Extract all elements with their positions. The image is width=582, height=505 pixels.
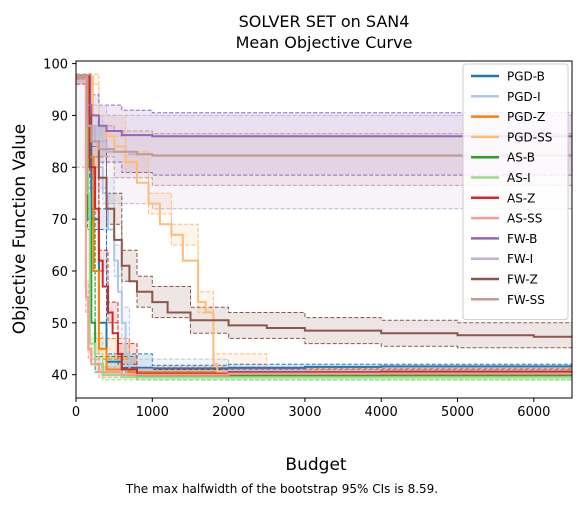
x-tick-label: 3000 [288,405,321,420]
x-tick-label: 0 [72,405,80,420]
x-axis-label: Budget [285,455,346,475]
legend-label-pgd-b: PGD-B [507,70,545,84]
y-tick-label: 90 [51,109,68,124]
legend-label-as-b: AS-B [507,151,535,165]
y-tick-label: 70 [51,213,68,228]
y-tick-label: 60 [51,265,68,280]
y-tick-label: 100 [43,58,68,73]
legend-label-fw-i: FW-I [507,252,533,266]
legend-box [462,63,569,321]
legend-label-pgd-z: PGD-Z [507,110,545,124]
y-axis-label: Objective Function Value [10,124,30,334]
plot-frame [75,60,573,399]
legend-label-pgd-ss: PGD-SS [507,130,552,144]
legend-label-as-ss: AS-SS [507,212,542,226]
legend-label-as-i: AS-I [507,171,531,185]
legend: PGD-B PGD-I PGD-Z PGD-SS AS-B AS-I AS-Z AS-SS FW… [462,63,569,321]
y-tick-label: 50 [51,317,68,332]
chart-title-line1: SOLVER SET on SAN4 [239,12,410,31]
legend-label-as-z: AS-Z [507,191,535,205]
x-tick-label: 5000 [441,405,474,420]
ci-upper-pgd-ss [76,73,572,370]
chart-title-line2: Mean Objective Curve [236,33,413,52]
ci-upper-fw-ss [76,73,572,135]
legend-label-pgd-i: PGD-I [507,90,541,104]
ci-lower-as-i [76,78,572,381]
y-tick-label: 80 [51,161,68,176]
ci-lower-fw-b [76,83,572,176]
x-tick-label: 2000 [212,405,245,420]
x-tick-label: 4000 [365,405,398,420]
legend-label-fw-ss: FW-SS [507,293,545,307]
footnote: The max halfwidth of the bootstrap 95% C… [125,482,438,496]
ci-upper-fw-i [76,73,572,116]
ci-band-fw-b [76,74,572,176]
series-line-fw-ss [76,75,572,157]
x-tick-label: 1000 [136,405,169,420]
legend-label-fw-b: FW-B [507,232,537,246]
ci-band-fw-ss [76,74,572,186]
series-line-as-ss [76,75,572,376]
ci-upper-pgd-i [76,73,572,368]
x-tick-label: 6000 [517,405,550,420]
ci-band-pgd-ss [76,74,572,376]
legend-label-fw-z: FW-Z [507,273,538,287]
y-tick-label: 40 [51,369,68,384]
